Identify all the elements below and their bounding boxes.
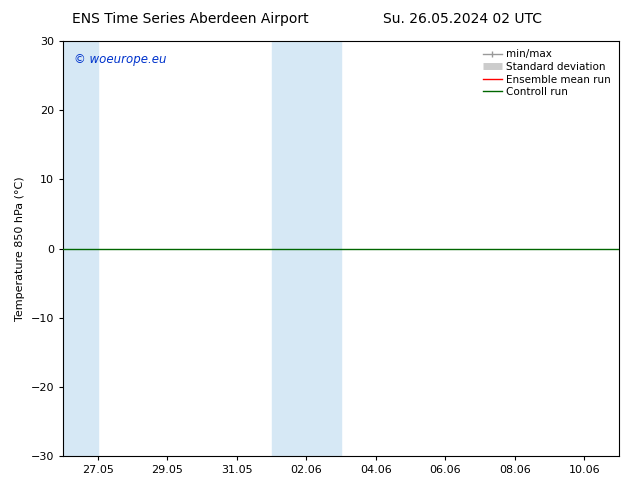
Bar [63, 41, 98, 456]
Y-axis label: Temperature 850 hPa (°C): Temperature 850 hPa (°C) [15, 176, 25, 321]
Legend: min/max, Standard deviation, Ensemble mean run, Controll run: min/max, Standard deviation, Ensemble me… [480, 46, 614, 100]
Text: © woeurope.eu: © woeurope.eu [74, 53, 167, 67]
Bar [271, 41, 341, 456]
Text: Su. 26.05.2024 02 UTC: Su. 26.05.2024 02 UTC [384, 12, 542, 26]
Text: ENS Time Series Aberdeen Airport: ENS Time Series Aberdeen Airport [72, 12, 309, 26]
